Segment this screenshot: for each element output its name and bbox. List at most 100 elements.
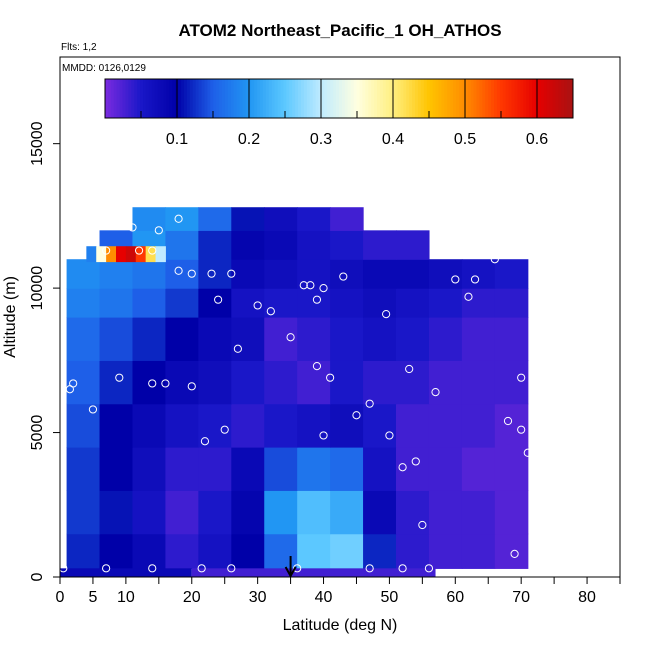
colorbar-segment [292, 79, 296, 118]
observation-point [233, 344, 242, 353]
hot-band-cell [96, 246, 107, 263]
heatmap-cell [396, 230, 430, 260]
colorbar-segment [216, 79, 220, 118]
colorbar-segment [295, 79, 299, 118]
colorbar-segment [461, 79, 466, 118]
y-tick-label: 0 [29, 572, 46, 581]
heatmap-cell [198, 403, 232, 448]
heatmap-cell [428, 403, 463, 448]
colorbar-segment [400, 79, 404, 118]
colorbar-segment [458, 79, 463, 118]
heatmap-cell [99, 317, 134, 361]
colorbar-segment [163, 79, 167, 118]
heatmap-cell [494, 317, 529, 361]
colorbar-segment [143, 79, 147, 118]
heatmap-cell [231, 360, 265, 405]
colorbar-segment [499, 79, 504, 118]
observation-point [148, 564, 157, 573]
colorbar-segment [502, 79, 507, 118]
heatmap-cell [264, 533, 298, 569]
heatmap-cell [66, 403, 101, 448]
heatmap-cell [461, 403, 496, 448]
colorbar-segment [359, 79, 363, 118]
colorbar-segment [377, 79, 381, 118]
observation-point [293, 564, 302, 573]
axes: 0 5 10 20 30 40 50 60 70 80 0 5000 10000 15000 [29, 121, 621, 606]
y-axis-label: Altitude (m) [2, 276, 19, 358]
heatmap-cell [363, 230, 397, 260]
heatmap-cell [461, 259, 496, 289]
heatmap-cell [297, 490, 331, 535]
heatmap-cell [330, 403, 364, 448]
x-tick-label: 40 [315, 589, 333, 606]
heatmap-cell [66, 259, 101, 289]
observation-point [253, 301, 262, 310]
colorbar-segment [242, 79, 246, 118]
colorbar-segment [324, 79, 328, 118]
heatmap-cell [330, 533, 364, 569]
heatmap-cell [264, 447, 298, 491]
heatmap-cell [264, 207, 298, 231]
heatmap-cell [461, 317, 496, 361]
observation-point [365, 399, 374, 408]
heatmap-cell [132, 288, 167, 318]
observation-point [398, 564, 407, 573]
colorbar-segment [122, 79, 126, 118]
observation-point [490, 255, 499, 264]
observation-point [365, 564, 374, 573]
colorbar-segment [239, 79, 243, 118]
heatmap-cell [330, 447, 364, 491]
heatmap-cell [165, 447, 199, 491]
colorbar-segment [339, 79, 343, 118]
colorbar-segment [382, 79, 387, 118]
heatmap-cell [231, 207, 265, 231]
colorbar-segment [558, 79, 562, 118]
colorbar-segment [482, 79, 486, 118]
heatmap-cell [363, 490, 397, 535]
colorbar-segment [494, 79, 498, 118]
colorbar-segment [277, 79, 281, 118]
heatmap-cell [231, 317, 265, 361]
observation-point [174, 214, 183, 223]
heatmap-cell [165, 230, 199, 260]
colorbar-segment [374, 79, 378, 118]
colorbar-segment [210, 79, 214, 118]
colorbar-segment [222, 79, 226, 118]
heatmap-cell [66, 317, 101, 361]
colorbar-segment [286, 79, 290, 118]
heatmap-cell [165, 403, 199, 448]
colorbar-segment [166, 79, 170, 118]
heatmap-cell [428, 533, 463, 569]
observation-point [115, 373, 124, 382]
x-tick-label: 30 [249, 589, 267, 606]
colorbar-segment [523, 79, 527, 118]
colorbar-segment [183, 79, 188, 118]
colorbar-segment [537, 79, 542, 118]
colorbar-segment [192, 79, 197, 118]
colorbar-segment [552, 79, 556, 118]
observation-point [174, 266, 183, 275]
heatmap-cell [461, 447, 496, 491]
x-tick-label: 5 [88, 589, 97, 606]
colorbar-segment [298, 79, 302, 118]
colorbar-segment [379, 79, 384, 118]
colorbar-segment [356, 79, 360, 118]
surface-cell [191, 568, 436, 577]
heatmap-cell [461, 360, 496, 405]
colorbar-segment [157, 79, 162, 118]
heatmap-cell [494, 447, 529, 491]
colorbar-segment [271, 79, 276, 118]
chart-title: ATOM2 Northeast_Pacific_1 OH_ATHOS [178, 21, 501, 40]
observation-point [299, 281, 308, 290]
heatmap-cell [363, 533, 397, 569]
heatmap-cell [330, 207, 364, 231]
observation-point [398, 463, 407, 472]
colorbar-segment [289, 79, 293, 118]
colorbar-segment [198, 79, 203, 118]
heatmap-cell [66, 533, 101, 569]
colorbar-segment [514, 79, 518, 118]
observation-point [102, 564, 111, 573]
plot-frame [59, 56, 621, 578]
heatmap-cell [198, 317, 232, 361]
observation-point [161, 379, 170, 388]
